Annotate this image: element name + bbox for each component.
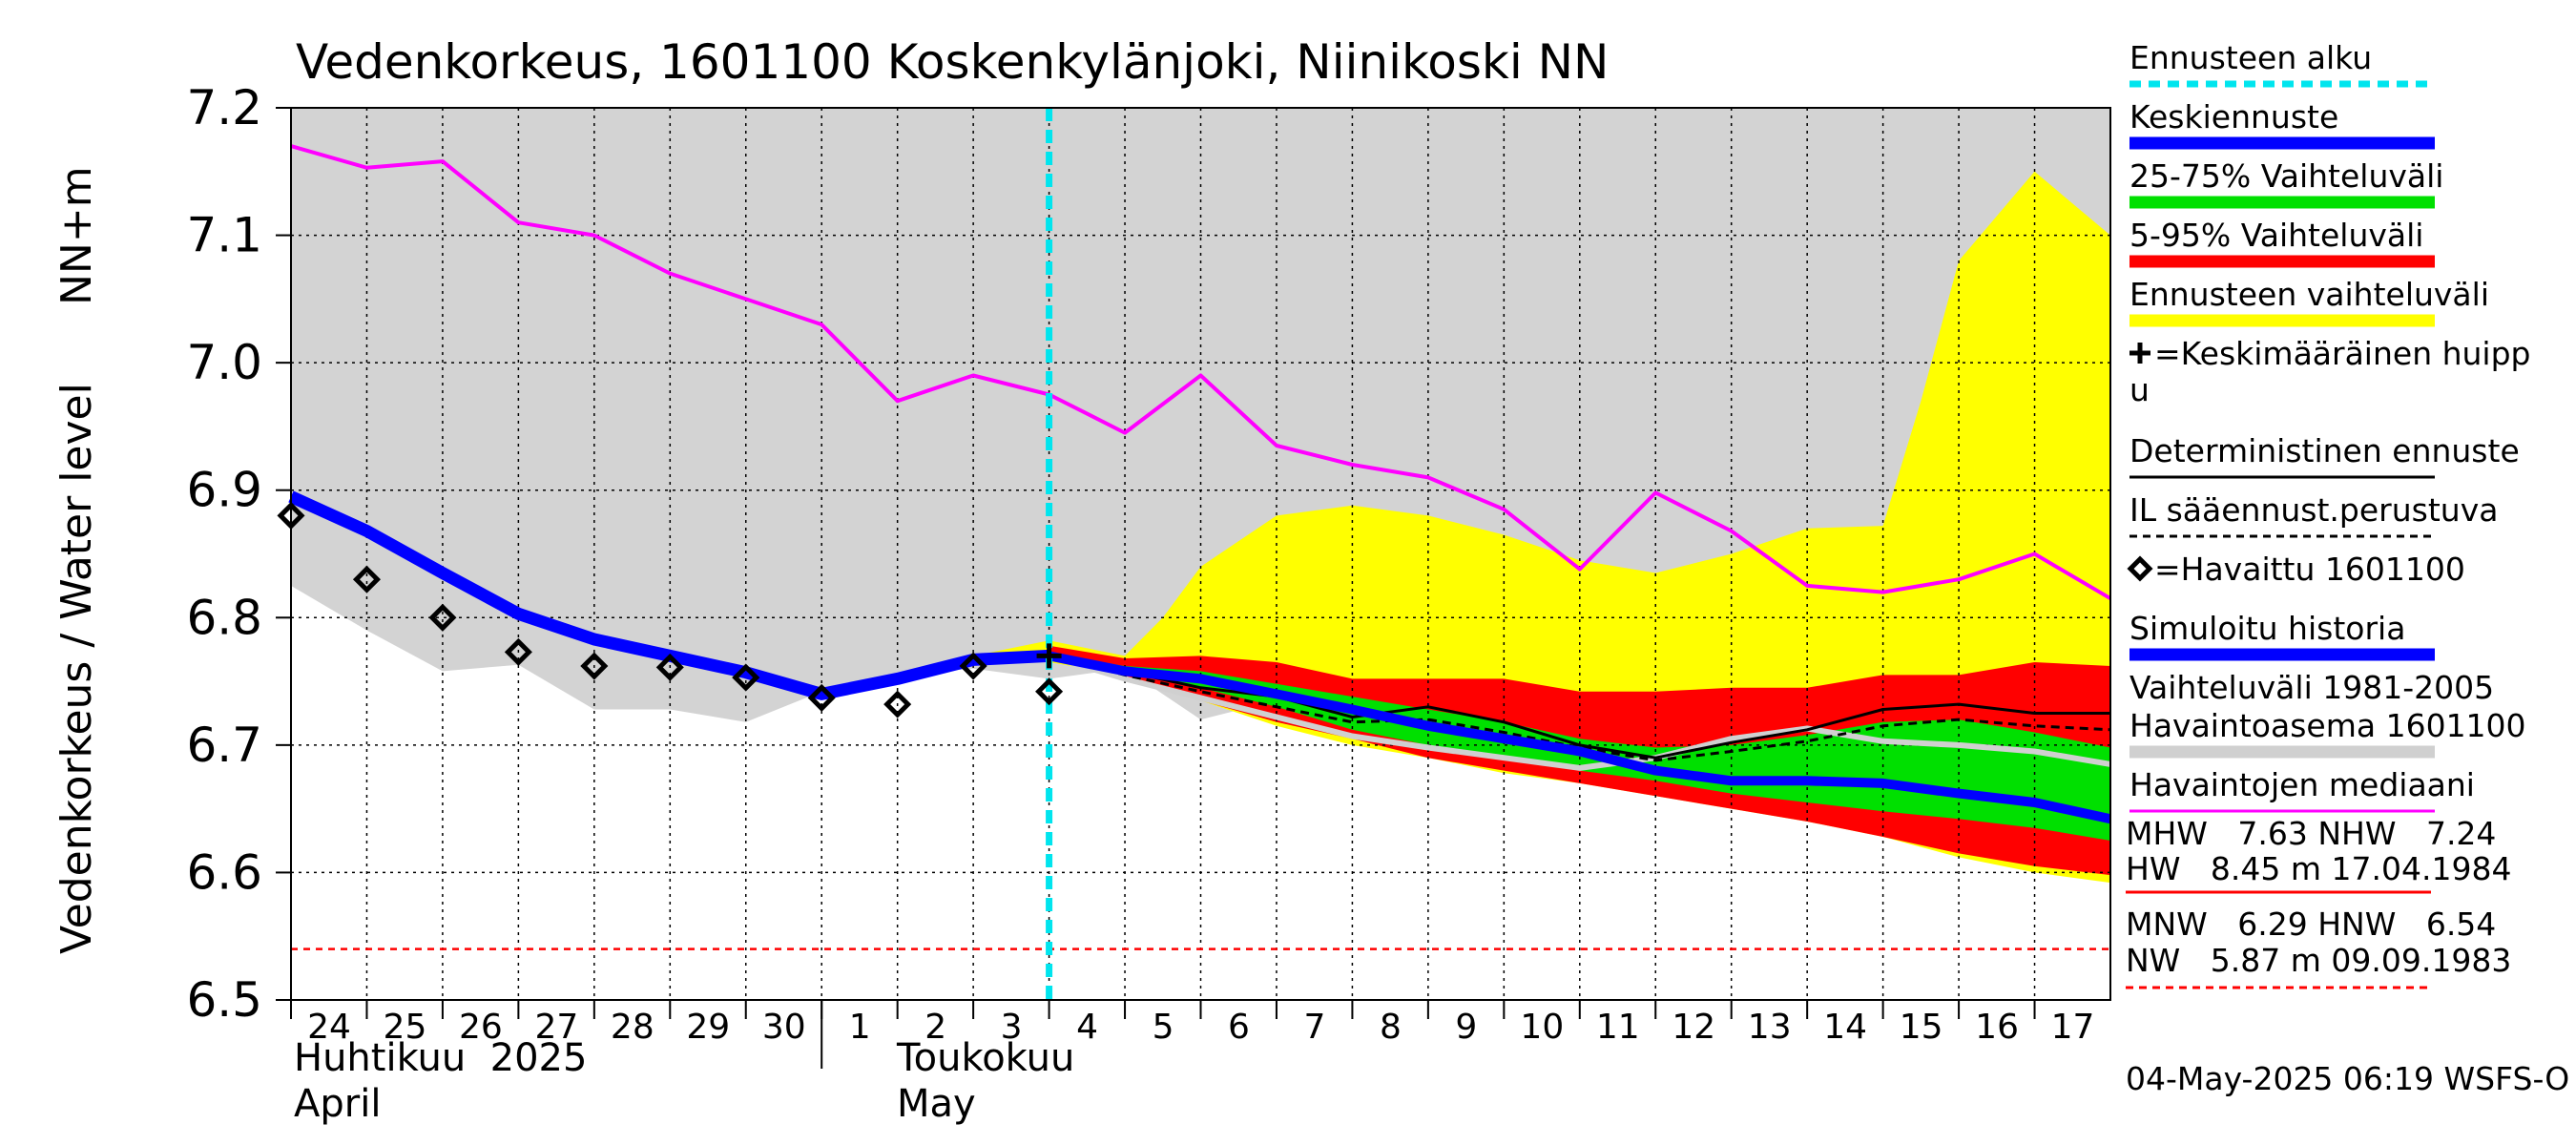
legend-label: 25-75% Vaihteluväli (2129, 157, 2443, 195)
legend-item: 5-95% Vaihteluväli (2129, 217, 2435, 268)
observed-point (959, 652, 987, 680)
x-tick-label: 25 (384, 1008, 427, 1047)
month-label-may-fi: Toukokuu (896, 1036, 1074, 1080)
x-tick-label: 13 (1748, 1008, 1792, 1047)
observed-point (504, 637, 532, 666)
x-tick-label: 11 (1596, 1008, 1640, 1047)
mean-forecast-line (1048, 651, 2112, 824)
legend-item: Simuloitu historia (2129, 610, 2435, 661)
observed-point (428, 603, 457, 632)
legend-item: Ennusteen vaihteluväli (2129, 276, 2489, 327)
x-tick-label: 26 (459, 1008, 503, 1047)
y-tick-label: 6.8 (186, 590, 262, 645)
y-tick-label: 6.9 (186, 463, 262, 518)
y-tick-label: 7.1 (186, 208, 262, 263)
x-tick-label: 17 (2051, 1008, 2095, 1047)
x-tick-label: 29 (686, 1008, 730, 1047)
legend-label: Simuloitu historia (2129, 610, 2405, 647)
x-tick-label: 5 (1153, 1008, 1174, 1047)
plot-area (277, 107, 2112, 1001)
station-history-line (1048, 653, 2111, 771)
y-axis-label: Vedenkorkeus / Water level (52, 383, 101, 954)
stats-line-4: NW 5.87 m 09.09.1983 (2126, 942, 2511, 979)
observed-point (655, 653, 684, 681)
legend-label: Keskiennuste (2129, 98, 2338, 135)
x-axis-ticks: 24 25 26 27 28 29 30 1 2 3 4 5 6 7 8 9 10 11 12 13 14 15 16 17 (290, 1000, 2095, 1069)
observed-point (1035, 677, 1064, 706)
legend-label: Ennusteen vaihteluväli (2129, 276, 2489, 313)
observed-point (807, 683, 836, 712)
month-label-may-en: May (897, 1082, 976, 1126)
legend-label: IL sääennust.perustuva (2129, 491, 2498, 529)
legend-item: Keskiennuste (2129, 98, 2435, 150)
x-tick-label: 28 (611, 1008, 654, 1047)
x-tick-label: 2 (924, 1008, 946, 1047)
observed-point (883, 690, 912, 718)
legend-label-continued: u (2129, 371, 2150, 408)
mean-peak-marker (1036, 643, 1062, 669)
x-tick-label: 30 (762, 1008, 806, 1047)
month-label-april-fi: Huhtikuu 2025 (294, 1036, 587, 1080)
deterministic-forecast-line (1049, 654, 2110, 760)
stats-line-1: MHW 7.63 NHW 7.24 (2126, 815, 2496, 852)
legend-label: Ennusteen alku (2129, 39, 2372, 76)
legend-item: Havaintojen mediaani (2129, 766, 2475, 813)
legend-label: 5-95% Vaihteluväli (2129, 217, 2423, 254)
legend-item: Vaihteluväli 1981-2005 Havaintoasema 160… (2129, 669, 2526, 759)
legend-label: Deterministinen ennuste (2129, 432, 2520, 469)
x-tick-label: 24 (307, 1008, 351, 1047)
observed-point (580, 652, 609, 680)
x-tick-label: 14 (1823, 1008, 1867, 1047)
legend-label: =Keskimääräinen huipp (2154, 335, 2531, 372)
y-axis-unit: NN+m (52, 166, 101, 305)
legend-item: =Havaittu 1601100 (2127, 551, 2465, 588)
stats-line-2: HW 8.45 m 17.04.1984 (2126, 850, 2511, 887)
x-tick-label: 15 (1900, 1008, 1943, 1047)
x-tick-label: 3 (1001, 1008, 1023, 1047)
legend-item: Deterministinen ennuste (2129, 432, 2520, 479)
x-tick-label: 12 (1672, 1008, 1715, 1047)
x-tick-label: 9 (1455, 1008, 1477, 1047)
y-tick-label: 6.6 (186, 844, 262, 900)
legend-label: =Havaittu 1601100 (2154, 551, 2465, 588)
legend-item: 25-75% Vaihteluväli (2129, 157, 2443, 209)
timestamp: 04-May-2025 06:19 WSFS-O (2126, 1060, 2569, 1097)
x-tick-label: 27 (534, 1008, 578, 1047)
median-line (290, 144, 2112, 600)
legend-item: Ennusteen alku (2129, 39, 2435, 88)
y-tick-label: 6.7 (186, 718, 262, 773)
legend-label: Havaintojen mediaani (2129, 766, 2475, 803)
x-tick-label: 7 (1304, 1008, 1326, 1047)
x-tick-label: 10 (1520, 1008, 1564, 1047)
y-tick-label: 6.5 (186, 972, 262, 1028)
x-tick-label: 8 (1380, 1008, 1402, 1047)
stats-block: MHW 7.63 NHW 7.24 HW 8.45 m 17.04.1984 M… (2126, 815, 2511, 989)
y-axis-ticks: 6.5 6.6 6.7 6.8 6.9 7.0 7.1 7.2 (186, 80, 291, 1028)
legend: Ennusteen alku Keskiennuste 25-75% Vaihtel… (2127, 39, 2531, 813)
observed-point (352, 565, 381, 593)
x-tick-label: 1 (849, 1008, 871, 1047)
chart-title: Vedenkorkeus, 1601100 Koskenkylänjoki, N… (296, 34, 1609, 90)
observed-point (732, 663, 760, 692)
y-tick-label: 7.2 (186, 80, 262, 135)
x-tick-label: 16 (1975, 1008, 2019, 1047)
x-tick-label: 6 (1228, 1008, 1250, 1047)
month-label-april-en: April (294, 1082, 381, 1126)
legend-diamond-icon (2127, 555, 2153, 582)
y-tick-label: 7.0 (186, 335, 262, 390)
stats-line-3: MNW 6.29 HNW 6.54 (2126, 906, 2496, 943)
legend-item: IL sääennust.perustuva (2129, 491, 2498, 538)
legend-label-continued: Havaintoasema 1601100 (2129, 707, 2526, 744)
legend-label: Vaihteluväli 1981-2005 (2129, 669, 2494, 706)
x-tick-label: 4 (1076, 1008, 1098, 1047)
